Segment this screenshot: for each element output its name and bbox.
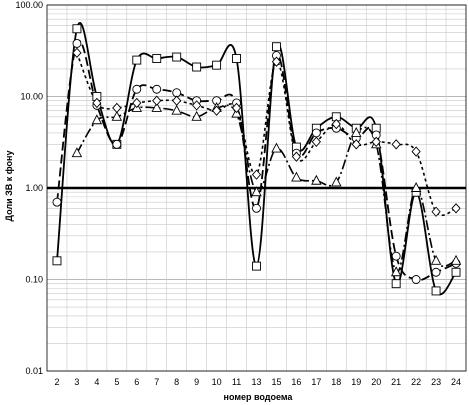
x-tick-label: 19: [351, 377, 361, 387]
series-diamond-point: [132, 97, 142, 109]
series-circle-point: [391, 251, 401, 261]
series-diamond-point: [291, 151, 302, 162]
x-tick-label: 15: [271, 377, 281, 387]
x-tick-labels: 2 3 4 5 6 7 8 9 10 11 13 15 16 17 18 19 20 21 22 23 24: [54, 377, 461, 387]
x-tick-label: 23: [431, 377, 441, 387]
x-axis-title: номер водоема: [224, 392, 294, 402]
series-square-point: [272, 42, 281, 52]
series-circle-point: [152, 84, 162, 94]
y-tick-label: 100.00: [15, 0, 43, 10]
series-diamond-point: [371, 136, 381, 147]
x-tick-label: 8: [174, 377, 179, 387]
x-tick-label: 6: [134, 377, 139, 387]
series-diamond-point: [351, 139, 361, 150]
series-triangle-point: [410, 182, 422, 192]
series-diamond-point: [251, 169, 262, 180]
series-triangle-point: [71, 147, 83, 158]
series-diamond-point: [152, 95, 162, 106]
series-diamond-point: [231, 102, 242, 114]
series-circle-point: [311, 128, 321, 138]
series-square-point: [172, 52, 182, 62]
series-diamond-point: [391, 139, 401, 150]
x-tick-label: 5: [114, 377, 119, 387]
x-tick-label: 18: [331, 377, 341, 387]
series-diamond-point: [271, 56, 282, 67]
series-circle-point: [52, 197, 62, 207]
x-tick-label: 4: [94, 377, 99, 387]
series-diamond-point: [72, 47, 82, 59]
x-tick-label: 3: [74, 377, 79, 387]
y-tick-label: 10.00: [20, 92, 43, 102]
y-tick-label: 1.00: [25, 183, 43, 193]
x-tick-label: 21: [391, 377, 401, 387]
series-triangle-point: [430, 254, 442, 265]
series-square-point: [232, 54, 241, 63]
x-tick-label: 9: [194, 377, 199, 387]
series-circle-point: [252, 203, 261, 213]
series-triangle-point: [271, 142, 282, 153]
series-triangle-point: [291, 171, 302, 182]
x-tick-label: 11: [232, 377, 241, 387]
series-square-point: [192, 62, 202, 72]
series-triangle-point: [171, 104, 182, 115]
y-tick-label: 0.01: [25, 366, 43, 376]
series-diamond-point: [92, 97, 102, 109]
x-tick-label: 7: [154, 377, 159, 387]
series-square-point: [212, 60, 222, 70]
series-diamond-line: [76, 52, 457, 217]
series-diamond-point: [311, 136, 321, 147]
series-triangle-point: [311, 174, 322, 185]
series-circle-point: [411, 275, 421, 284]
series-triangle-point: [351, 126, 362, 137]
series-circle-point: [72, 38, 82, 48]
series-square-point: [72, 24, 82, 34]
x-tick-label: 13: [251, 377, 261, 387]
x-tick-label: 2: [54, 377, 59, 387]
series-diamond-point: [192, 100, 202, 111]
series-diamond-point: [331, 118, 341, 130]
series-square-point: [52, 256, 62, 266]
series-triangle-point: [111, 110, 123, 121]
series-square-point: [252, 261, 261, 271]
series-square-point: [391, 279, 401, 289]
series-triangle-point: [191, 110, 202, 121]
x-tick-label: 16: [291, 377, 301, 387]
y-tick-labels: 0.01 0.10 1.00 10.00 100.00: [15, 0, 43, 376]
series-triangle-point: [331, 176, 342, 187]
series-circle-point: [112, 139, 122, 149]
x-tick-label: 10: [212, 377, 222, 387]
x-tick-label: 20: [371, 377, 381, 387]
series-diamond-point: [211, 105, 222, 116]
series-markers-layer: [52, 24, 462, 296]
series-triangle-point: [91, 114, 103, 125]
x-tick-label: 17: [311, 377, 321, 387]
y-axis-title: Доли ЗВ к фону: [4, 151, 14, 222]
x-tick-label: 24: [451, 377, 461, 387]
series-square-point: [152, 54, 162, 63]
series-diamond-point: [451, 203, 461, 214]
series-triangle-point: [450, 254, 462, 265]
series-diamond-point: [431, 206, 441, 217]
series-diamond-point: [411, 146, 421, 157]
y-tick-label: 0.10: [25, 275, 43, 285]
series-diamond-point: [172, 95, 182, 106]
series-circle-point: [431, 267, 441, 277]
x-tick-label: 22: [411, 377, 421, 387]
series-square-point: [132, 55, 142, 65]
series-triangle-point: [390, 266, 402, 277]
series-square-point: [451, 267, 461, 277]
series-triangle-point: [251, 186, 262, 197]
series-square-point: [431, 286, 441, 296]
series-triangle-point: [151, 101, 162, 112]
series-diamond-point: [112, 102, 122, 114]
series-circle-point: [132, 84, 142, 94]
